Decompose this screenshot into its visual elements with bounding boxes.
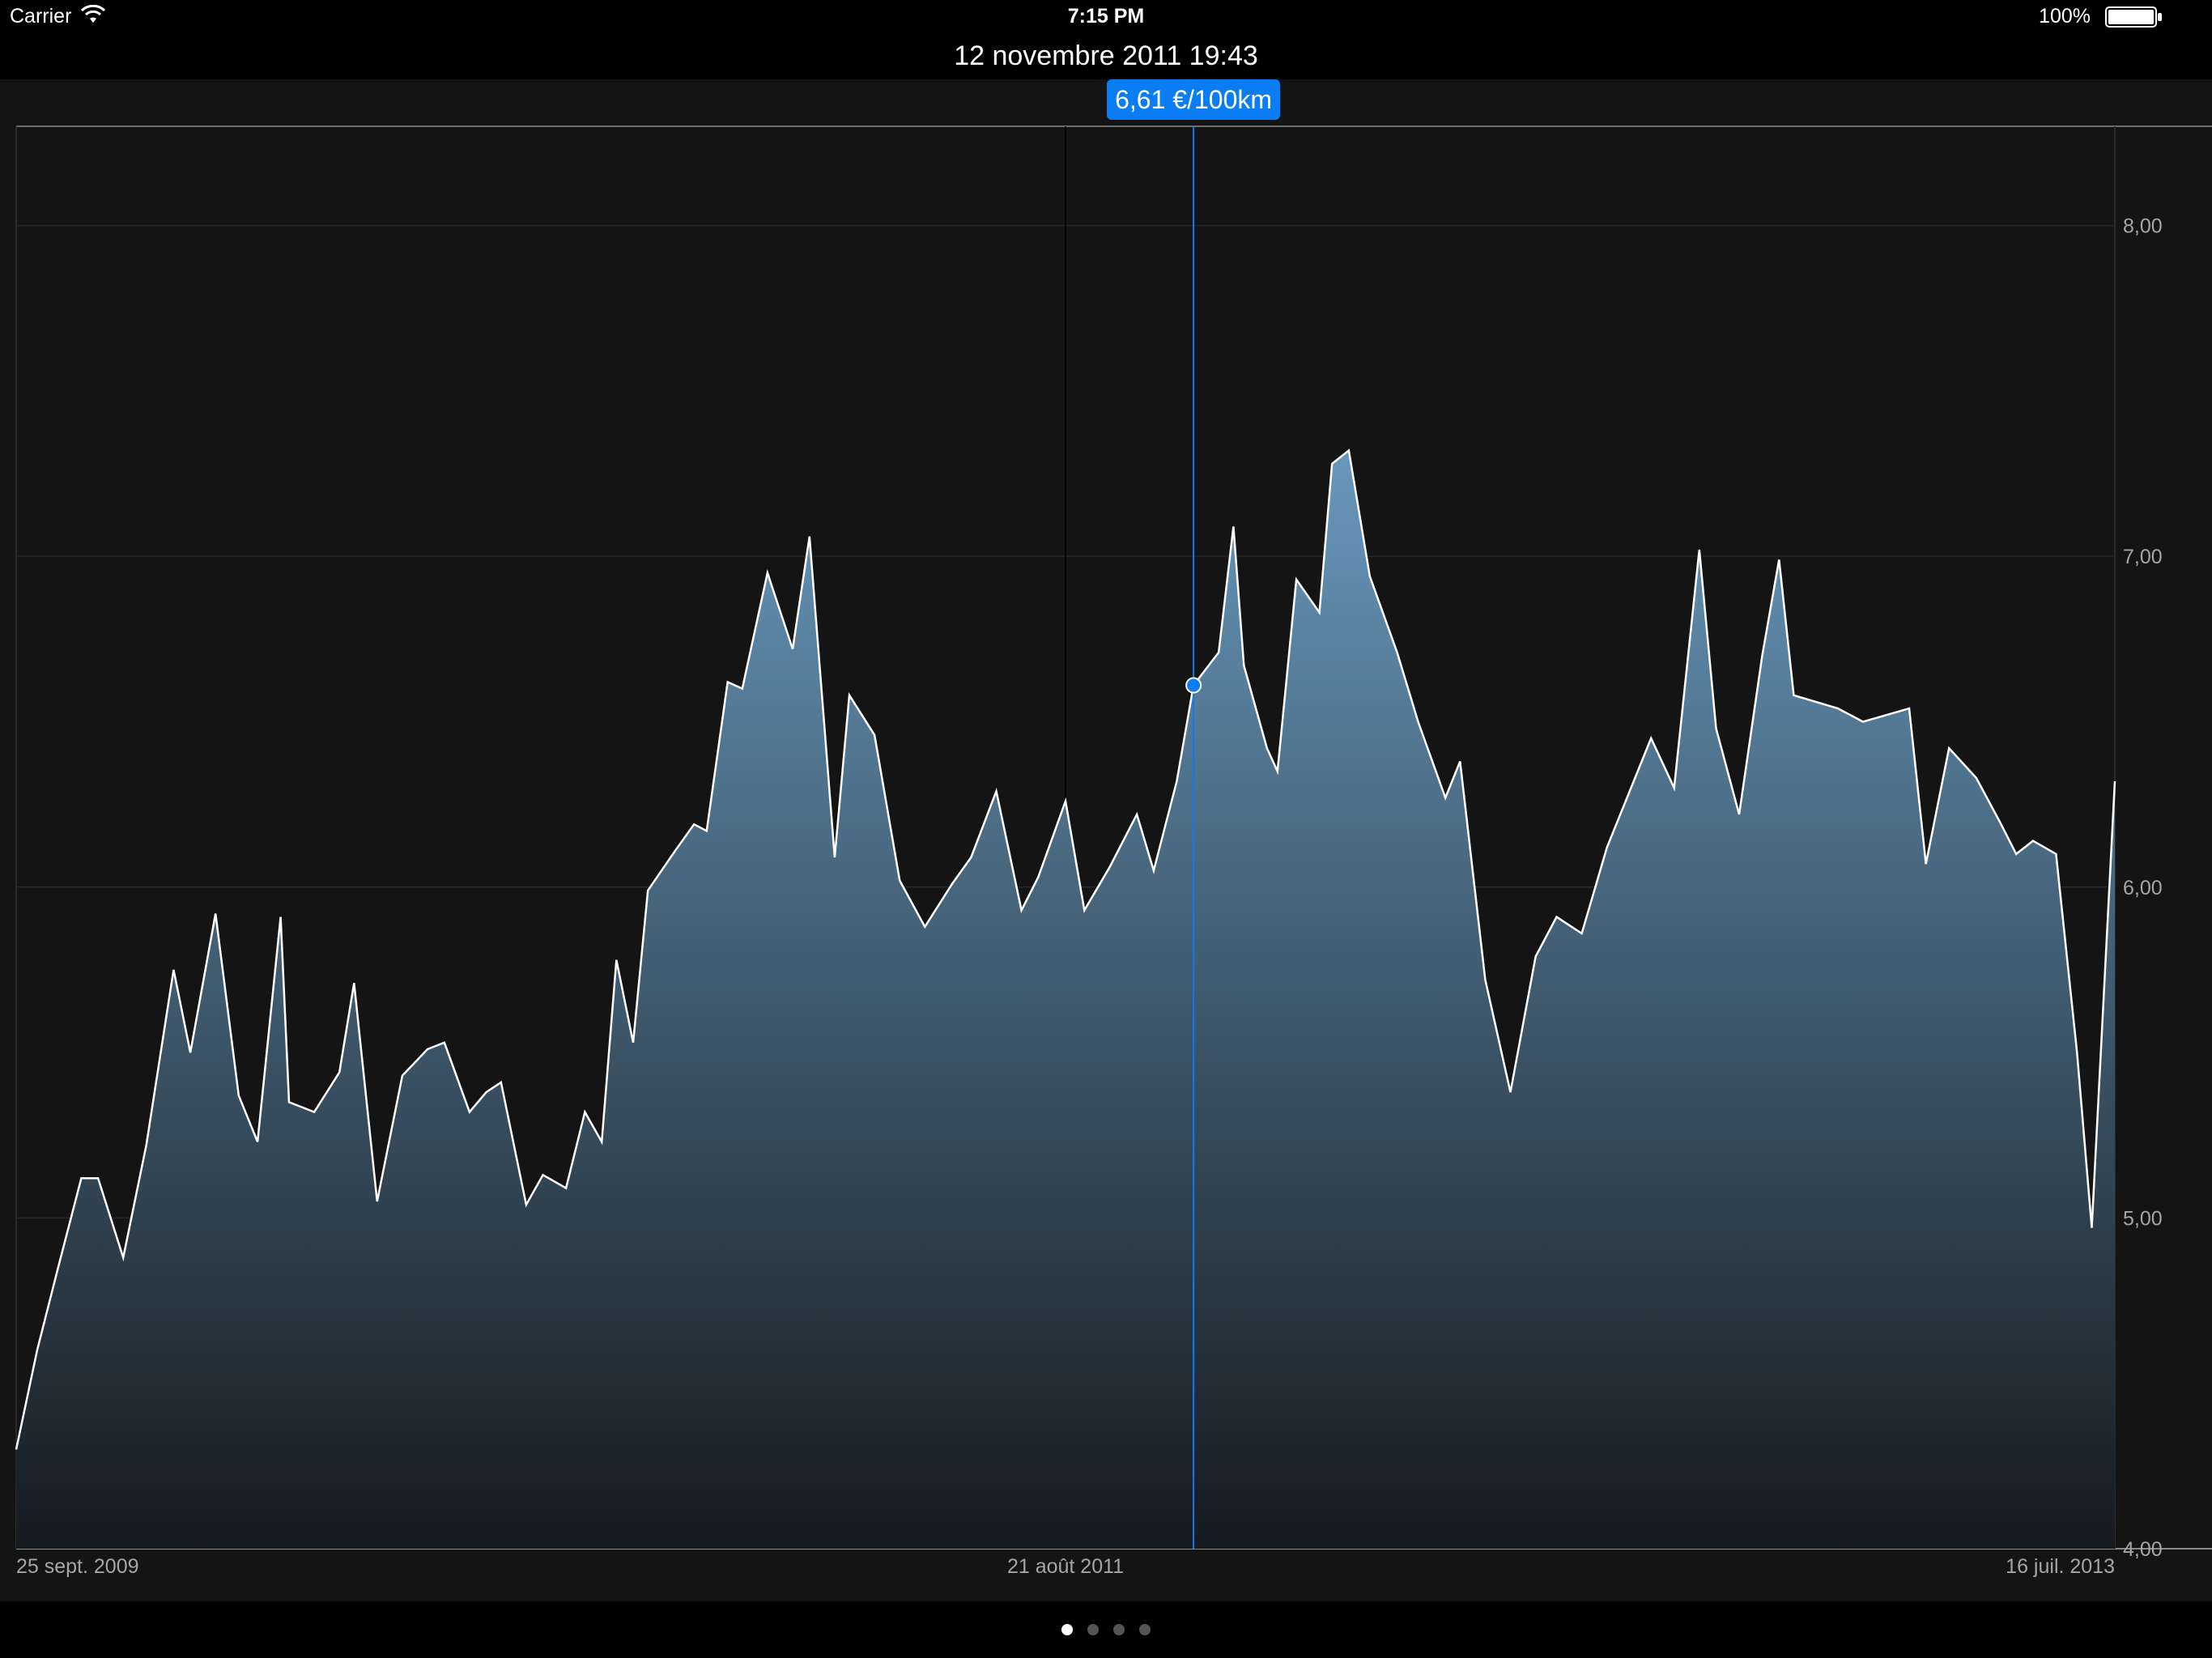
selection-value-tooltip: 6,61 €/100km (1107, 79, 1281, 120)
area-fill (16, 450, 2115, 1549)
selected-date-header: 12 novembre 2011 19:43 (0, 32, 2212, 79)
x-tick-label: 21 août 2011 (1007, 1555, 1124, 1578)
y-tick-label: 8,00 (2123, 215, 2163, 238)
y-axis-labels: 4,00 5,00 6,00 7,00 8,00 (2123, 215, 2163, 1561)
page-dot[interactable] (1139, 1624, 1151, 1635)
carrier-label: Carrier (10, 5, 72, 28)
selection-point-marker[interactable] (1185, 677, 1202, 694)
page-dot[interactable] (1087, 1624, 1099, 1635)
series-line (15, 449, 2116, 1450)
status-bar: Carrier 7:15 PM 100% (0, 0, 2212, 32)
x-tick-label: 25 sept. 2009 (16, 1555, 139, 1578)
battery-icon (2105, 6, 2163, 28)
status-time: 7:15 PM (1067, 5, 1145, 28)
x-tick-label: 16 juil. 2013 (2006, 1555, 2115, 1578)
y-tick-label: 5,00 (2123, 1207, 2163, 1230)
page-dot[interactable] (1113, 1624, 1125, 1635)
battery-percentage: 100% (2039, 5, 2091, 28)
consumption-chart[interactable]: 4,00 5,00 6,00 7,00 8,00 25 sept. 2009 21 aoû… (0, 79, 2212, 1601)
x-axis-labels: 25 sept. 2009 21 août 2011 16 juil. 2013 (16, 1555, 2115, 1578)
chart-canvas[interactable]: 4,00 5,00 6,00 7,00 8,00 25 sept. 2009 21 aoû… (0, 79, 2212, 1601)
wifi-icon (80, 4, 106, 29)
page-indicator[interactable] (0, 1601, 2212, 1658)
y-tick-label: 6,00 (2123, 877, 2163, 899)
y-tick-label: 7,00 (2123, 546, 2163, 568)
y-tick-label: 4,00 (2123, 1538, 2163, 1561)
page-dot[interactable] (1061, 1624, 1073, 1635)
